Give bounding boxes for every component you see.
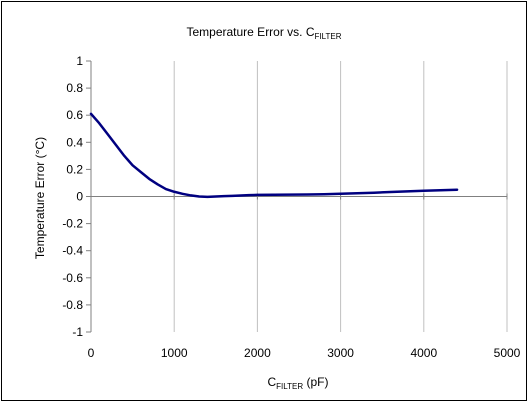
y-tick-label: 0 bbox=[76, 190, 83, 204]
x-axis-label-main: C bbox=[268, 375, 277, 389]
y-tick-label: -0.6 bbox=[62, 271, 83, 285]
x-tick-label: 2000 bbox=[244, 346, 271, 360]
y-tick-label: -1 bbox=[72, 325, 83, 339]
series-line bbox=[89, 112, 459, 199]
x-tick-label: 0 bbox=[88, 346, 95, 360]
x-axis-label-sub: FILTER bbox=[276, 382, 303, 391]
plot-area: 1 0.8 0.6 0.4 0.2 0 -0.2 -0.4 -0.6 -0.8 -1 0 1000 200… bbox=[62, 54, 520, 360]
y-tick-label: -0.4 bbox=[62, 244, 83, 258]
chart-title-sub: FILTER bbox=[315, 32, 342, 41]
y-tick-label: -0.8 bbox=[62, 298, 83, 312]
chart-title-main: Temperature Error vs. C bbox=[186, 25, 314, 39]
x-tick-label: 3000 bbox=[327, 346, 354, 360]
y-axis-label: Temperature Error (°C) bbox=[33, 137, 47, 259]
y-tick-label: 0.6 bbox=[66, 108, 83, 122]
x-tick-label: 4000 bbox=[410, 346, 437, 360]
chart-title: Temperature Error vs. CFILTER bbox=[186, 25, 341, 41]
y-tick-label: 0.8 bbox=[66, 81, 83, 95]
y-tick-label: -0.2 bbox=[62, 217, 83, 231]
x-tick-label: 1000 bbox=[161, 346, 188, 360]
y-tick-label: 0.2 bbox=[66, 162, 83, 176]
y-tick-label: 1 bbox=[76, 54, 83, 68]
y-tick-label: 0.4 bbox=[66, 135, 83, 149]
x-axis-label: CFILTER (pF) bbox=[268, 375, 329, 391]
x-axis-label-suffix: (pF) bbox=[303, 375, 328, 389]
x-tick-label: 5000 bbox=[494, 346, 521, 360]
